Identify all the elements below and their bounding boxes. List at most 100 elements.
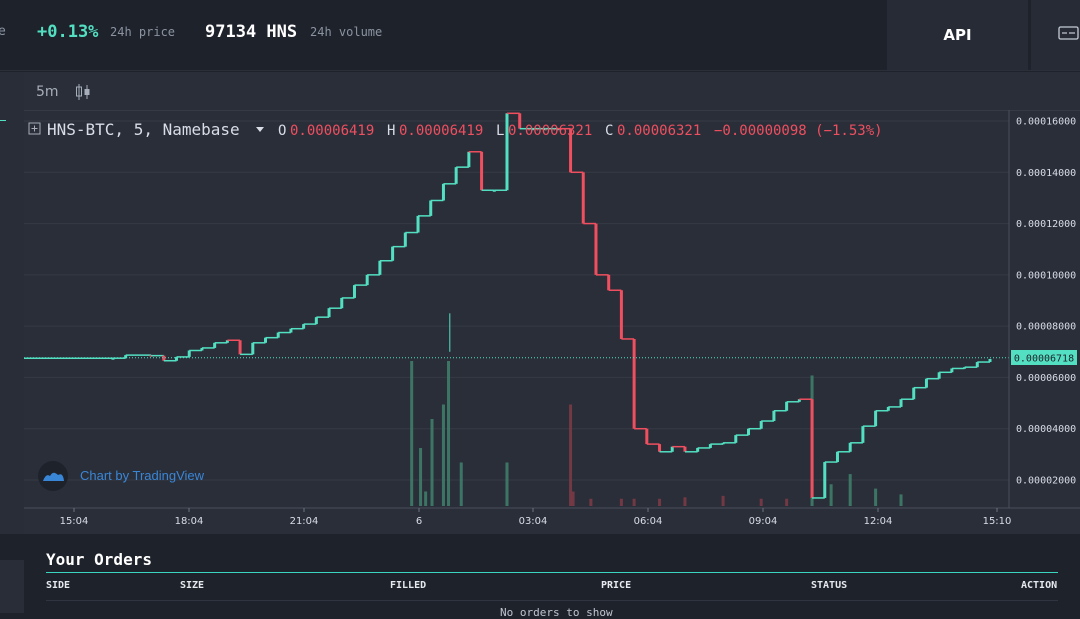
orders-title-underline	[46, 572, 1058, 573]
orders-title: Your Orders	[46, 550, 152, 569]
col-size[interactable]: SIZE	[180, 580, 205, 591]
price-change-label: 24h price	[110, 25, 176, 39]
volume-bar	[410, 361, 414, 506]
chart-legend: HNS-BTC, 5, Namebase O 0.00006419 H 0.00…	[28, 120, 883, 139]
candle-body	[429, 200, 433, 216]
candle-body	[416, 215, 420, 233]
volume-bar	[619, 498, 623, 506]
x-tick-label: 06:04	[634, 516, 663, 527]
y-tick-label: 0.00012000	[1016, 219, 1076, 230]
y-tick-label: 0.00002000	[1016, 476, 1076, 487]
volume-bar	[874, 488, 878, 506]
symbol-label[interactable]: HNS-BTC, 5, Namebase	[47, 120, 240, 139]
x-tick-label: 6	[416, 516, 422, 527]
candle-body	[518, 113, 522, 129]
chart-toolbar: 5m	[24, 72, 1080, 111]
volume-bar	[721, 495, 725, 506]
candle-style-icon[interactable]	[74, 82, 94, 102]
y-tick-label: 0.00016000	[1016, 117, 1076, 128]
y-tick-label: 0.00014000	[1016, 168, 1076, 179]
card-icon-button[interactable]	[1031, 0, 1080, 70]
volume-bar	[419, 448, 423, 506]
volume-bar	[447, 361, 451, 506]
volume-bar	[759, 498, 763, 506]
market-stats-bar: e +0.13% 24h price 97134 HNS 24h volume …	[0, 0, 1080, 71]
y-tick-label: 0.00004000	[1016, 424, 1076, 435]
candle-body	[340, 297, 344, 309]
volume-bar	[569, 404, 573, 506]
price-chart-panel[interactable]	[24, 72, 1080, 534]
candle-body	[874, 410, 878, 427]
candle-body	[772, 410, 776, 422]
volume-bar	[430, 419, 434, 506]
candle-body	[480, 151, 484, 191]
col-status[interactable]: STATUS	[811, 580, 848, 591]
card-icon	[1058, 26, 1079, 40]
candle-body	[747, 428, 750, 436]
col-filled[interactable]: FILLED	[390, 580, 427, 591]
candle-body	[454, 167, 458, 184]
change-value: −0.00000098 (−1.53%)	[714, 123, 883, 139]
candle-body	[314, 317, 318, 325]
open-label: O	[278, 123, 286, 139]
candle-body	[632, 338, 636, 429]
symbol-dropdown-icon[interactable]	[256, 127, 264, 132]
api-button[interactable]: API	[887, 0, 1028, 70]
close-label: C	[605, 123, 613, 139]
candle-body	[124, 355, 128, 359]
candle-body	[441, 183, 445, 201]
candle-body	[683, 446, 687, 452]
orders-section: Your Orders SIDE SIZE FILLED PRICE STATU…	[24, 534, 1080, 619]
candle-body	[734, 435, 738, 443]
volume-value: 97134 HNS	[205, 22, 298, 42]
candle-body	[708, 444, 712, 448]
price-change-value: +0.13%	[37, 22, 99, 42]
candle-body	[264, 337, 267, 343]
candle-body	[200, 347, 204, 351]
volume-bar	[441, 404, 445, 506]
volume-bar	[899, 494, 903, 506]
candle-body	[899, 399, 903, 407]
candle-body	[645, 428, 649, 445]
candle-body	[848, 442, 852, 452]
y-tick-label: 0.00008000	[1016, 322, 1076, 333]
x-tick-label: 03:04	[519, 516, 548, 527]
candle-body	[225, 340, 229, 343]
volume-bar	[785, 498, 789, 506]
candle-body	[365, 274, 369, 286]
watermark-text: Chart by TradingView	[80, 468, 205, 483]
volume-bar	[459, 462, 463, 506]
candle-body	[759, 421, 763, 429]
x-tick-label: 09:04	[749, 516, 778, 527]
low-value: 0.00006321	[508, 123, 592, 139]
col-action[interactable]: ACTION	[1021, 580, 1058, 591]
volume-bar	[632, 498, 636, 506]
x-tick-label: 15:10	[983, 516, 1012, 527]
left-panel-edge-lower	[0, 560, 24, 613]
expand-icon[interactable]	[28, 122, 41, 135]
last-price-text: 0.00006718	[1014, 354, 1074, 365]
candle-body	[352, 285, 356, 298]
volume-bar	[829, 484, 833, 506]
candle-body	[810, 399, 814, 498]
candle-body	[581, 172, 585, 224]
close-value: 0.00006321	[617, 123, 701, 139]
candle-body	[175, 356, 179, 361]
candle-body	[924, 378, 928, 388]
candle-body	[213, 342, 217, 348]
truncated-label: e	[0, 24, 6, 39]
tradingview-watermark[interactable]: Chart by TradingView	[38, 461, 205, 491]
candle-body	[378, 260, 382, 275]
col-price[interactable]: PRICE	[601, 580, 632, 591]
candle-body	[505, 113, 509, 191]
volume-bar	[571, 491, 575, 506]
interval-button[interactable]: 5m	[36, 84, 59, 100]
col-side[interactable]: SIDE	[46, 580, 71, 591]
tradingview-cloud-icon	[43, 472, 64, 481]
high-value: 0.00006419	[399, 123, 483, 139]
candle-body	[276, 332, 280, 338]
candle-body	[607, 274, 611, 291]
x-tick-label: 15:04	[60, 516, 89, 527]
candle-body	[302, 324, 306, 329]
